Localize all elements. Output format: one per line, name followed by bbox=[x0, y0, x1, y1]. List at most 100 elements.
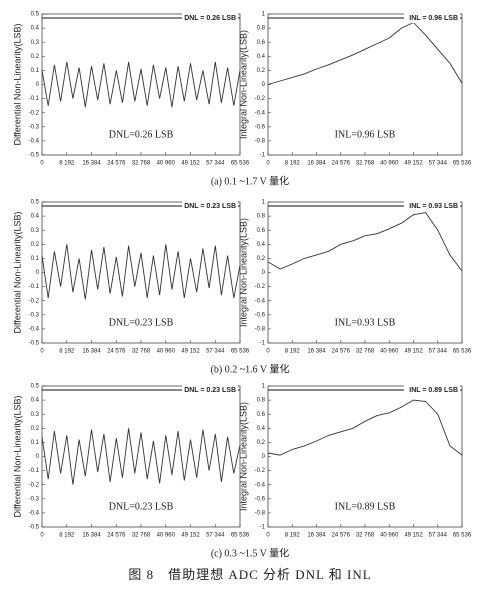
y-tick-label: 0.2 bbox=[31, 426, 40, 432]
annotation: INL=0.93 LSB bbox=[335, 317, 396, 328]
y-tick-label: -0.3 bbox=[29, 496, 40, 502]
x-tick-label: 0 bbox=[40, 533, 44, 539]
y-tick-label: -0.5 bbox=[29, 153, 40, 159]
y-tick-label: -0.2 bbox=[255, 96, 266, 102]
x-tick-label: 65 536 bbox=[453, 533, 472, 539]
y-tick-label: -0.4 bbox=[29, 510, 40, 516]
y-tick-label: -0.1 bbox=[29, 284, 40, 290]
y-axis-label: Integral Non-Linearity(LSB) bbox=[238, 218, 248, 327]
x-tick-label: 40 960 bbox=[157, 533, 176, 539]
y-tick-label: 0.4 bbox=[257, 426, 266, 432]
x-tick-label: 0 bbox=[266, 349, 270, 355]
x-tick-label: 16 384 bbox=[307, 533, 326, 539]
y-tick-label: 0.4 bbox=[31, 398, 40, 404]
y-tick-label: 0.1 bbox=[31, 68, 40, 74]
data-line bbox=[267, 399, 463, 456]
y-tick-label: -1 bbox=[260, 341, 266, 347]
annotation-box-label: INL = 0.93 LSB bbox=[409, 203, 458, 210]
annotation: INL=0.96 LSB bbox=[335, 129, 396, 140]
y-tick-label: -0.3 bbox=[29, 312, 40, 318]
y-tick-label: 0.4 bbox=[31, 26, 40, 32]
x-tick-label: 57 344 bbox=[429, 349, 448, 355]
y-tick-label: 0.6 bbox=[257, 412, 266, 418]
y-axis-label: Differential Non-Linearity(LSB) bbox=[12, 24, 22, 146]
x-tick-label: 16 384 bbox=[82, 349, 101, 355]
y-tick-label: -0.4 bbox=[29, 138, 40, 144]
x-tick-label: 49 152 bbox=[181, 533, 200, 539]
y-tick-label: -1 bbox=[260, 153, 266, 159]
annotation-box bbox=[182, 201, 238, 211]
y-tick-label: -0.4 bbox=[29, 326, 40, 332]
x-tick-label: 32 768 bbox=[356, 349, 375, 355]
annotation-box-label: DNL = 0.23 LSB bbox=[184, 387, 236, 394]
x-tick-label: 0 bbox=[40, 349, 44, 355]
y-tick-label: 1 bbox=[262, 12, 266, 18]
x-tick-label: 40 960 bbox=[380, 533, 399, 539]
y-tick-label: 0 bbox=[36, 454, 40, 460]
y-tick-label: -0.4 bbox=[255, 298, 266, 304]
y-tick-label: 0.2 bbox=[31, 242, 40, 248]
x-tick-label: 40 960 bbox=[380, 161, 399, 167]
y-tick-label: -0.6 bbox=[255, 312, 266, 318]
x-tick-label: 8 192 bbox=[285, 533, 301, 539]
x-tick-label: 8 192 bbox=[59, 533, 75, 539]
y-axis-label: Integral Non-Linearity(LSB) bbox=[238, 30, 248, 139]
y-tick-label: -0.2 bbox=[29, 482, 40, 488]
y-tick-label: -0.2 bbox=[29, 298, 40, 304]
y-tick-label: -0.4 bbox=[255, 482, 266, 488]
y-tick-label: 0.8 bbox=[257, 26, 266, 32]
y-tick-label: 1 bbox=[262, 200, 266, 206]
x-tick-label: 40 960 bbox=[380, 349, 399, 355]
y-tick-label: -0.6 bbox=[255, 124, 266, 130]
annotation: INL=0.89 LSB bbox=[335, 501, 396, 512]
x-tick-label: 65 536 bbox=[231, 349, 250, 355]
y-tick-label: -0.5 bbox=[29, 341, 40, 347]
x-tick-label: 65 536 bbox=[453, 161, 472, 167]
y-tick-label: 0.6 bbox=[257, 228, 266, 234]
y-tick-label: -1 bbox=[260, 525, 266, 531]
data-line bbox=[41, 428, 241, 485]
y-tick-label: -0.2 bbox=[255, 284, 266, 290]
x-tick-label: 16 384 bbox=[307, 349, 326, 355]
data-line bbox=[267, 21, 463, 85]
y-tick-label: 0 bbox=[36, 270, 40, 276]
x-tick-label: 24 576 bbox=[332, 533, 351, 539]
x-tick-label: 8 192 bbox=[59, 161, 75, 167]
x-tick-label: 32 768 bbox=[132, 533, 151, 539]
x-tick-label: 65 536 bbox=[231, 533, 250, 539]
x-tick-label: 24 576 bbox=[107, 349, 126, 355]
y-tick-label: 1 bbox=[262, 384, 266, 390]
y-tick-label: -0.5 bbox=[29, 525, 40, 531]
y-tick-label: -0.8 bbox=[255, 326, 266, 332]
y-tick-label: 0.2 bbox=[257, 68, 266, 74]
x-tick-label: 32 768 bbox=[356, 533, 375, 539]
y-tick-label: 0.1 bbox=[31, 440, 40, 446]
x-tick-label: 57 344 bbox=[206, 161, 225, 167]
y-tick-label: 0.4 bbox=[31, 214, 40, 220]
y-tick-label: 0.2 bbox=[31, 54, 40, 60]
x-tick-label: 57 344 bbox=[429, 533, 448, 539]
y-tick-label: 0 bbox=[262, 454, 266, 460]
x-tick-label: 32 768 bbox=[132, 161, 151, 167]
panel-caption: (b) 0.2 ~1.6 V 量化 bbox=[211, 362, 290, 375]
x-tick-label: 0 bbox=[266, 533, 270, 539]
y-tick-label: -0.3 bbox=[29, 124, 40, 130]
y-tick-label: -0.1 bbox=[29, 96, 40, 102]
x-tick-label: 8 192 bbox=[285, 161, 301, 167]
y-tick-label: 0.4 bbox=[257, 54, 266, 60]
x-tick-label: 40 960 bbox=[157, 161, 176, 167]
y-tick-label: 0.3 bbox=[31, 228, 40, 234]
y-tick-label: 0 bbox=[262, 82, 266, 88]
x-tick-label: 40 960 bbox=[157, 349, 176, 355]
y-tick-label: 0.3 bbox=[31, 40, 40, 46]
x-tick-label: 57 344 bbox=[429, 161, 448, 167]
y-tick-label: -0.8 bbox=[255, 510, 266, 516]
x-tick-label: 8 192 bbox=[285, 349, 301, 355]
x-tick-label: 65 536 bbox=[231, 161, 250, 167]
x-tick-label: 16 384 bbox=[307, 161, 326, 167]
y-axis-label: Differential Non-Linearity(LSB) bbox=[12, 212, 22, 334]
y-tick-label: 0.1 bbox=[31, 256, 40, 262]
annotation-box-label: INL = 0.96 LSB bbox=[409, 15, 458, 22]
